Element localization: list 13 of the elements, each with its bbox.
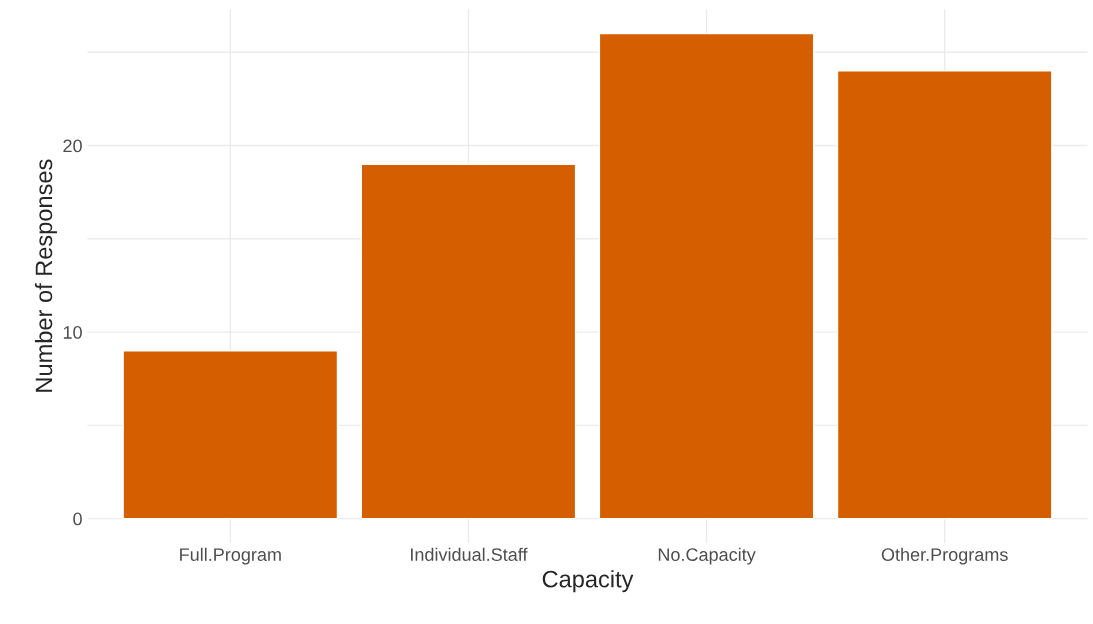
bar <box>122 350 339 520</box>
x-tick-label: Full.Program <box>180 547 281 565</box>
x-tick-label: No.Capacity <box>658 547 756 565</box>
y-axis-title: Number of Responses <box>34 159 57 392</box>
bar <box>360 163 577 520</box>
y-tick-label: 0 <box>73 512 82 526</box>
y-tick-label: 20 <box>63 139 82 153</box>
y-tick-label: 10 <box>63 326 82 339</box>
x-axis-title: Capacity <box>542 570 634 593</box>
x-tick-label: Individual.Staff <box>411 547 528 561</box>
bar <box>836 70 1053 520</box>
x-tick-label: Other.Programs <box>881 547 1008 565</box>
bar <box>598 32 815 520</box>
